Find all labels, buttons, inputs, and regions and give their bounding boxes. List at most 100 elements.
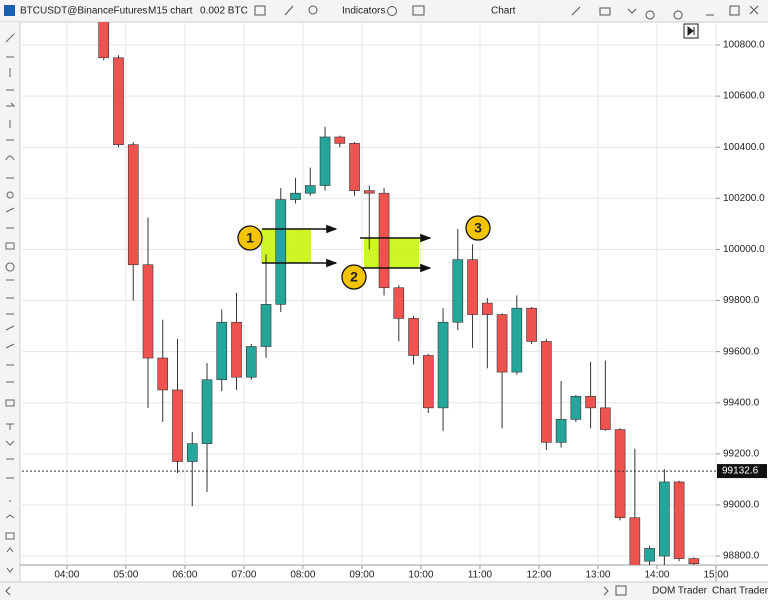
candle-body <box>275 199 287 305</box>
x-tick-label: 13:00 <box>585 570 610 581</box>
candle-body <box>201 379 213 444</box>
candle-body <box>511 307 523 373</box>
candle-body <box>408 318 419 356</box>
chart-type-icon[interactable] <box>254 5 266 16</box>
y-tick-label: 100000.0 <box>723 244 765 255</box>
y-tick-label: 100200.0 <box>723 193 765 204</box>
candle-body <box>600 407 611 430</box>
x-tick-label: 12:00 <box>526 570 551 581</box>
last-price-box <box>717 464 767 479</box>
candle-body <box>378 192 390 289</box>
scroll-end-icon <box>687 25 695 37</box>
x-tick-label: 09:00 <box>349 570 374 581</box>
candle-body <box>614 429 626 519</box>
y-tick-label: 100400.0 <box>723 142 765 153</box>
candle-body <box>349 143 360 191</box>
template-icon[interactable] <box>387 6 397 16</box>
candle-body <box>673 481 685 559</box>
candle-body <box>688 558 700 565</box>
candle-body <box>304 185 316 194</box>
candle-body <box>334 136 346 144</box>
symbol[interactable]: BTCUSDT@BinanceFutures <box>20 6 147 17</box>
candle-body <box>452 259 464 323</box>
candle-body <box>393 287 405 319</box>
candle-body <box>142 264 154 359</box>
layout-icon[interactable] <box>412 5 425 16</box>
top-toolbar: BTCUSDT@BinanceFutures M15 chart 0.002 B… <box>0 0 768 23</box>
y-tick-label: 98800.0 <box>723 551 760 562</box>
annotation-label: 1 <box>246 230 254 246</box>
candle-body <box>290 192 301 200</box>
candle-body <box>186 443 198 462</box>
y-tick-label: 100600.0 <box>723 91 765 102</box>
candle-body <box>157 357 169 391</box>
candle-body <box>216 321 228 381</box>
candle-body <box>319 136 331 186</box>
y-tick-label: 100800.0 <box>723 40 765 51</box>
scroll-arrows[interactable] <box>5 586 609 596</box>
x-tick-label: 08:00 <box>290 570 315 581</box>
candle-body <box>245 346 257 378</box>
candle-body <box>467 259 478 315</box>
candle-body <box>113 57 124 145</box>
annotation-label: 3 <box>474 220 482 236</box>
x-tick-label: 04:00 <box>54 570 79 581</box>
x-tick-label: 14:00 <box>644 570 669 581</box>
toolbar-bg <box>0 0 768 22</box>
indicators[interactable]: Indicators <box>342 6 385 17</box>
candle-body <box>437 321 449 409</box>
window-title: Chart <box>491 6 516 17</box>
candle-body <box>644 548 655 562</box>
y-tick-label: 99800.0 <box>723 295 760 306</box>
left-toolbar <box>0 22 21 582</box>
candle-body <box>231 321 242 378</box>
x-tick-label: 11:00 <box>468 570 493 581</box>
interval[interactable]: M15 chart <box>148 6 193 17</box>
zoom-icon[interactable] <box>308 5 318 15</box>
grid <box>22 22 717 565</box>
calendar-icon[interactable] <box>615 585 627 596</box>
y-tick-label: 99400.0 <box>723 397 760 408</box>
candle-body <box>659 481 670 557</box>
candle-body <box>585 396 596 409</box>
x-tick-label: 07:00 <box>231 570 256 581</box>
x-tick-label: 05:00 <box>113 570 138 581</box>
drawing-tools[interactable] <box>5 33 16 573</box>
candle-body <box>555 419 567 443</box>
quantity[interactable]: 0.002 BTC <box>200 6 248 17</box>
chart-trader[interactable]: Chart Trader <box>712 586 768 597</box>
candle-body <box>98 22 110 59</box>
y-tick-label: 99000.0 <box>723 500 760 511</box>
y-tick-label: 99600.0 <box>723 346 760 357</box>
badge <box>341 264 367 290</box>
draw-icon[interactable] <box>284 5 294 16</box>
dom-trader[interactable]: DOM Trader <box>652 586 708 597</box>
candle-body <box>127 144 139 266</box>
candle-body <box>526 307 537 342</box>
window-controls[interactable] <box>571 5 759 20</box>
x-tick-label: 10:00 <box>408 570 433 581</box>
candle-body <box>629 517 641 565</box>
last-price-label: 99132.6 <box>722 466 759 477</box>
badge <box>237 225 263 251</box>
badge <box>465 215 491 241</box>
candle-body <box>260 304 272 347</box>
candle-body <box>172 389 183 462</box>
annotation-label: 2 <box>350 269 358 285</box>
x-tick-label: 15:00 <box>703 570 728 581</box>
candle-body <box>363 190 375 194</box>
candle-body <box>482 302 493 315</box>
candle-body <box>570 396 582 420</box>
candle-body <box>422 355 434 409</box>
candle-body <box>541 341 552 443</box>
plot-area <box>98 22 700 565</box>
app-icon <box>4 5 15 16</box>
candle-body <box>496 314 508 373</box>
left-toolbar-bg <box>0 22 20 582</box>
annotations: 1 2 3 <box>237 215 491 290</box>
bottom-bar-bg <box>0 582 768 600</box>
y-tick-label: 99200.0 <box>723 448 760 459</box>
bottom-bar: DOM Trader Chart Trader <box>0 581 768 600</box>
